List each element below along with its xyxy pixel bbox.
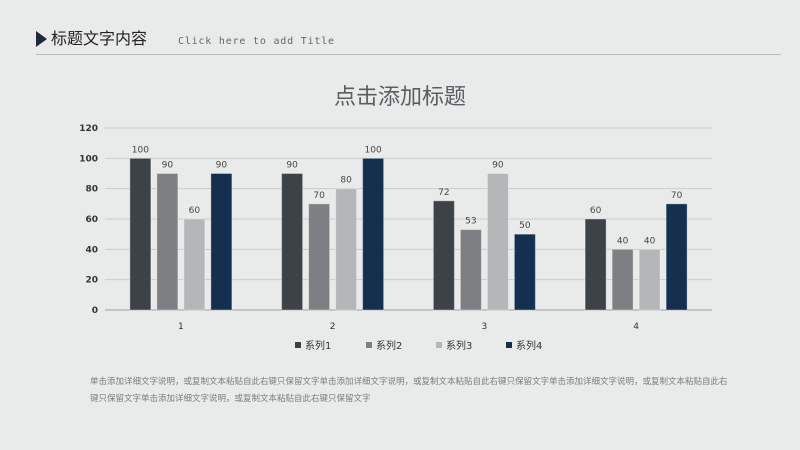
data-label: 70: [671, 191, 683, 201]
data-label: 53: [465, 217, 476, 227]
y-tick-label: 60: [85, 215, 98, 225]
bar: [459, 229, 482, 311]
data-label: 90: [492, 161, 504, 171]
bar: [210, 173, 233, 311]
data-label: 90: [286, 161, 298, 171]
bar: [183, 218, 206, 311]
slide-header: 标题文字内容 Click here to add Title: [0, 0, 800, 56]
legend-swatch: [295, 342, 301, 348]
data-label: 70: [313, 191, 325, 201]
header-title: 标题文字内容: [51, 29, 148, 48]
bar: [308, 203, 331, 311]
description-text: 单击添加详细文字说明，或复制文本粘贴自此右键只保留文字单击添加详细文字说明，或复…: [90, 377, 728, 404]
data-label: 100: [365, 145, 382, 155]
x-tick-label: 4: [633, 322, 639, 332]
y-tick-label: 40: [85, 245, 98, 255]
data-label: 60: [590, 206, 602, 216]
y-tick-label: 100: [79, 154, 98, 164]
legend-label: 系列1: [305, 339, 331, 352]
bar: [281, 173, 304, 311]
chart-bars: 100 90 60 90 90 70 80 100 72 53 90 50 60 40 40 70: [129, 145, 688, 311]
data-label: 80: [340, 176, 352, 186]
legend-swatch: [366, 342, 372, 348]
data-label: 100: [132, 145, 149, 155]
bar: [584, 218, 607, 311]
bar: [432, 200, 455, 311]
chart-grid: [105, 127, 712, 311]
legend-label: 系列4: [516, 339, 542, 352]
data-label: 40: [617, 236, 629, 246]
bar: [611, 248, 634, 311]
bar: [665, 203, 688, 311]
legend-swatch: [506, 342, 512, 348]
header-arrow-icon: [36, 31, 47, 47]
bar: [362, 157, 385, 311]
y-axis: 0 20 40 60 80 100 120: [79, 124, 98, 316]
data-label: 90: [162, 161, 174, 171]
x-tick-label: 2: [330, 322, 336, 332]
chart-legend: 系列1 系列2 系列3 系列4: [295, 339, 542, 352]
y-tick-label: 80: [85, 185, 98, 195]
data-label: 60: [189, 206, 201, 216]
y-tick-label: 20: [85, 276, 98, 286]
x-axis: 1 2 3 4: [178, 322, 639, 332]
y-tick-label: 120: [79, 124, 98, 134]
legend-label: 系列3: [446, 339, 472, 352]
bar: [638, 248, 661, 311]
data-label: 90: [216, 161, 228, 171]
x-tick-label: 1: [178, 322, 184, 332]
data-label: 50: [519, 221, 531, 231]
bar: [513, 233, 536, 311]
chart-title: 点击添加标题: [334, 85, 466, 110]
data-label: 72: [438, 188, 449, 198]
legend-label: 系列2: [376, 339, 402, 352]
bar: [335, 188, 358, 311]
y-tick-label: 0: [92, 306, 98, 316]
header-divider: [36, 54, 781, 55]
bar: [156, 173, 179, 311]
legend-swatch: [436, 342, 442, 348]
header-subtitle: Click here to add Title: [178, 36, 335, 47]
bar: [486, 173, 509, 311]
bar: [129, 157, 152, 311]
data-label: 40: [644, 236, 656, 246]
x-tick-label: 3: [482, 322, 488, 332]
